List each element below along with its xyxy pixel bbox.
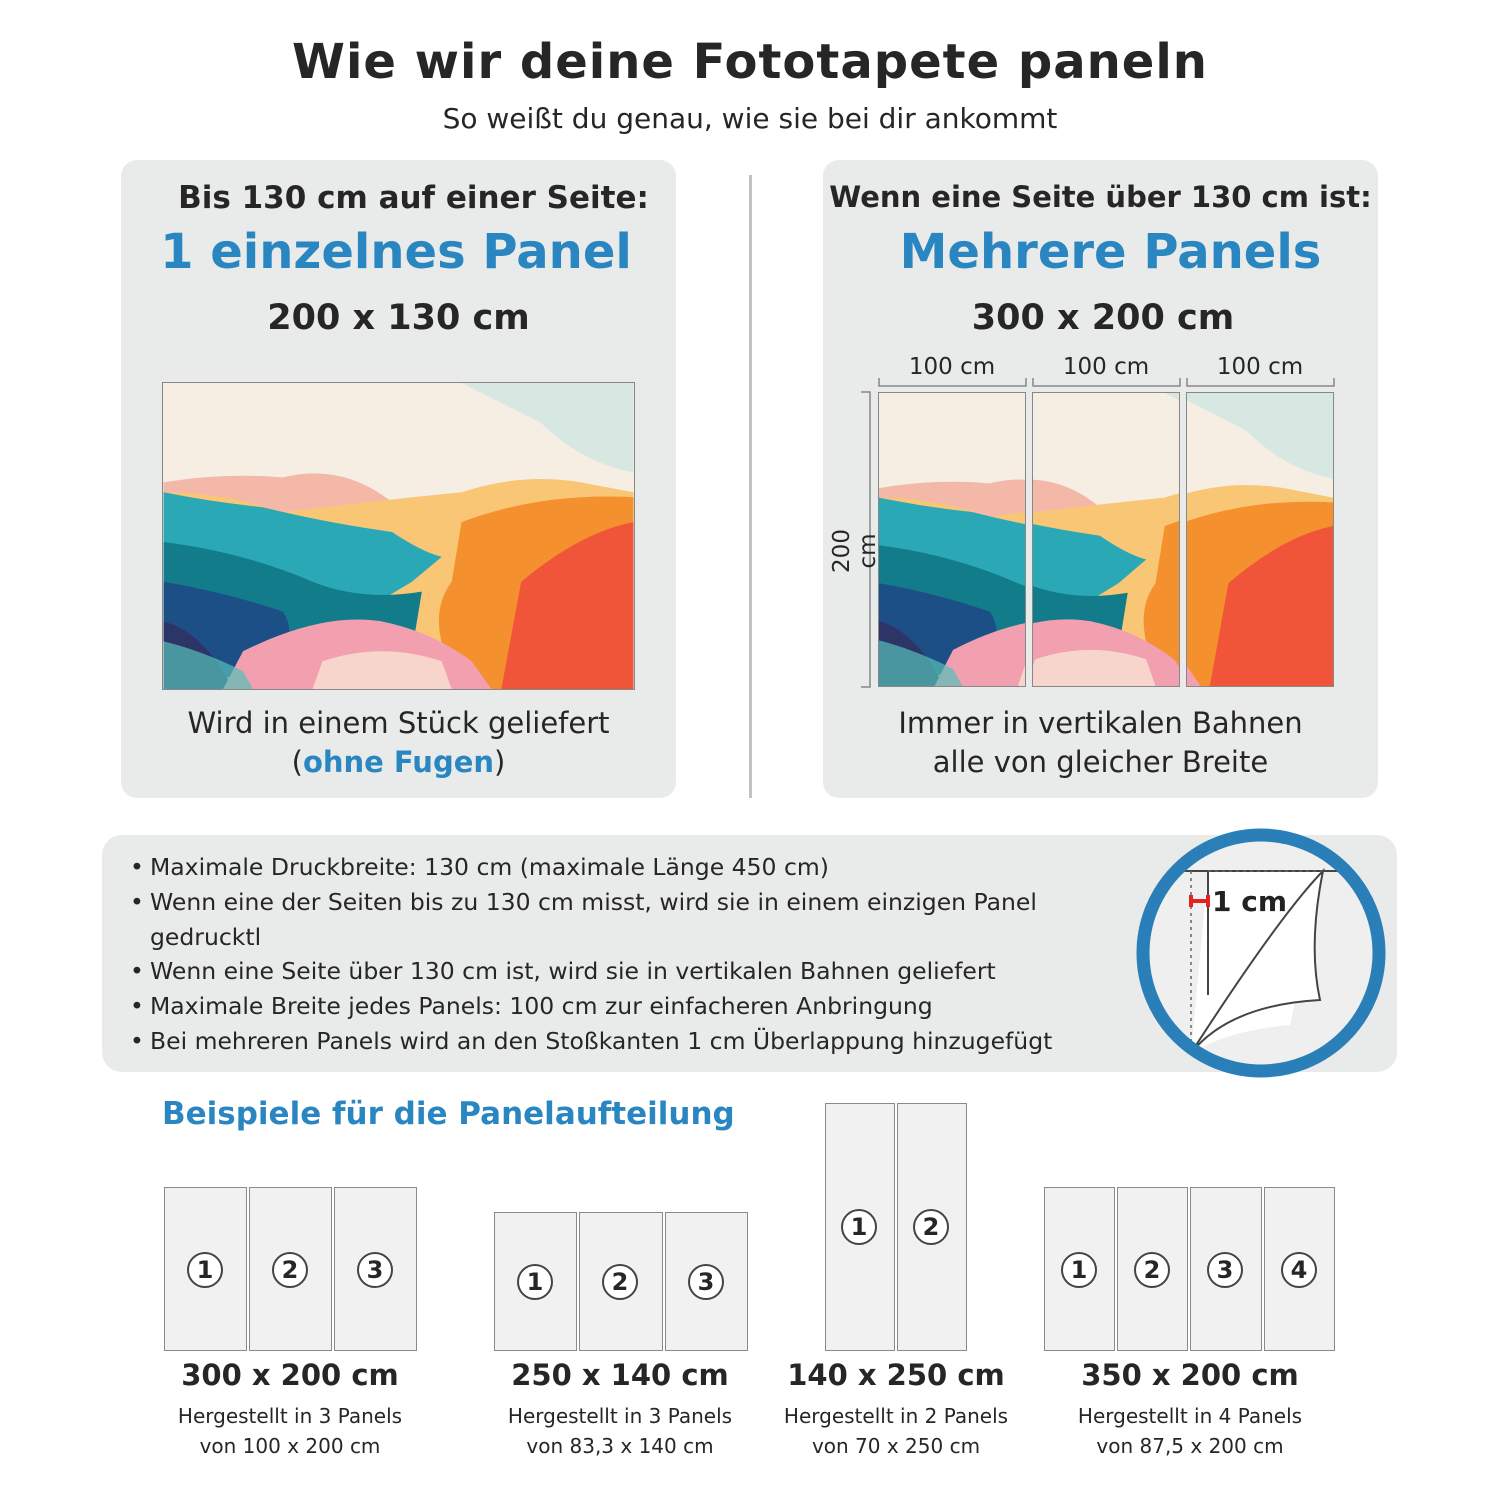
dimension-lines — [861, 378, 1335, 688]
multi-heading: Wenn eine Seite über 130 cm ist: — [829, 180, 1372, 214]
single-highlight: 1 einzelnes Panel — [160, 224, 632, 280]
panel-2 — [1032, 392, 1180, 687]
examples-title: Beispiele für die Panelaufteilung — [162, 1096, 735, 1132]
panel-width-label: 100 cm — [908, 354, 996, 380]
paren: ( — [291, 745, 303, 779]
example-panel: 2 — [897, 1103, 967, 1351]
multi-highlight: Mehrere Panels — [899, 224, 1322, 280]
example-size: 140 x 250 cm — [787, 1358, 1005, 1392]
example-panel: 1 — [164, 1187, 247, 1351]
overlap-illustration: 1 cm — [1136, 828, 1386, 1078]
panel-number: 4 — [1281, 1252, 1317, 1288]
panel-number: 3 — [1207, 1252, 1243, 1288]
info-bullet: Bei mehreren Panels wird an den Stoßkant… — [130, 1024, 1140, 1059]
panel-width-label: 100 cm — [1216, 354, 1304, 380]
divider — [749, 175, 752, 798]
panel-number: 2 — [913, 1209, 949, 1245]
panel-number: 1 — [1061, 1252, 1097, 1288]
example-panel: 1 — [494, 1212, 577, 1351]
example-size: 350 x 200 cm — [1081, 1358, 1299, 1392]
panel-3 — [1186, 392, 1334, 687]
panel-number: 2 — [272, 1252, 308, 1288]
example-desc: von 70 x 250 cm — [811, 1434, 981, 1458]
single-desc-line: Wird in einem Stück geliefert — [187, 706, 610, 740]
panel-number: 1 — [187, 1252, 223, 1288]
multi-description: Immer in vertikalen Bahnen alle von glei… — [823, 704, 1378, 782]
example-panel: 3 — [665, 1212, 748, 1351]
single-desc-line2: (ohne Fugen) — [121, 743, 676, 782]
single-panel-card: Bis 130 cm auf einer Seite: 1 einzelnes … — [121, 160, 676, 798]
example-size: 300 x 200 cm — [181, 1358, 399, 1392]
page-subtitle: So weißt du genau, wie sie bei dir ankom… — [442, 102, 1058, 135]
example-panel: 2 — [1117, 1187, 1188, 1351]
info-bullet: Wenn eine Seite über 130 cm ist, wird si… — [130, 954, 1140, 989]
page-title: Wie wir deine Fototapete paneln — [292, 34, 1208, 90]
info-bullet: Maximale Druckbreite: 130 cm (maximale L… — [130, 850, 1140, 885]
example-desc: von 87,5 x 200 cm — [1096, 1434, 1284, 1458]
paren: ) — [494, 745, 506, 779]
panel-height-label: 200 cm — [829, 529, 881, 573]
panel-number: 1 — [841, 1209, 877, 1245]
example-panel: 1 — [1044, 1187, 1115, 1351]
multi-desc-line: alle von gleicher Breite — [932, 745, 1269, 779]
single-size: 200 x 130 cm — [267, 298, 530, 338]
example-size: 250 x 140 cm — [511, 1358, 729, 1392]
example-desc: von 100 x 200 cm — [199, 1434, 381, 1458]
example-panel: 1 — [825, 1103, 895, 1351]
example-desc: Hergestellt in 3 Panels — [177, 1404, 403, 1428]
multi-size: 300 x 200 cm — [971, 298, 1235, 338]
panel-width-label: 100 cm — [1062, 354, 1150, 380]
overlap-label: 1 cm — [1212, 885, 1287, 918]
panel-number: 1 — [517, 1264, 553, 1300]
example-panel: 2 — [249, 1187, 332, 1351]
multi-panel-card: Wenn eine Seite über 130 cm ist: Mehrere… — [823, 160, 1378, 798]
example-panel: 4 — [1264, 1187, 1335, 1351]
info-bullets: Maximale Druckbreite: 130 cm (maximale L… — [130, 850, 1140, 1059]
example-panel: 3 — [1190, 1187, 1262, 1351]
example-desc: von 83,3 x 140 cm — [526, 1434, 714, 1458]
example-panel: 3 — [334, 1187, 417, 1351]
info-bullet: Wenn eine der Seiten bis zu 130 cm misst… — [130, 885, 1140, 955]
example-desc: Hergestellt in 4 Panels — [1077, 1404, 1303, 1428]
wallpaper-image — [162, 382, 635, 690]
example-panel: 2 — [579, 1212, 663, 1351]
panel-number: 3 — [688, 1264, 724, 1300]
panel-number: 2 — [1134, 1252, 1170, 1288]
panel-number: 3 — [357, 1252, 393, 1288]
example-desc: Hergestellt in 2 Panels — [783, 1404, 1009, 1428]
info-bullet: Maximale Breite jedes Panels: 100 cm zur… — [130, 989, 1140, 1024]
multi-desc-line: Immer in vertikalen Bahnen — [898, 706, 1303, 740]
single-heading: Bis 130 cm auf einer Seite: — [178, 180, 649, 216]
panel-number: 2 — [602, 1264, 638, 1300]
single-description: Wird in einem Stück geliefert (ohne Fuge… — [121, 704, 676, 782]
no-seams-highlight: ohne Fugen — [302, 745, 495, 779]
example-desc: Hergestellt in 3 Panels — [507, 1404, 733, 1428]
panel-1 — [878, 392, 1026, 687]
